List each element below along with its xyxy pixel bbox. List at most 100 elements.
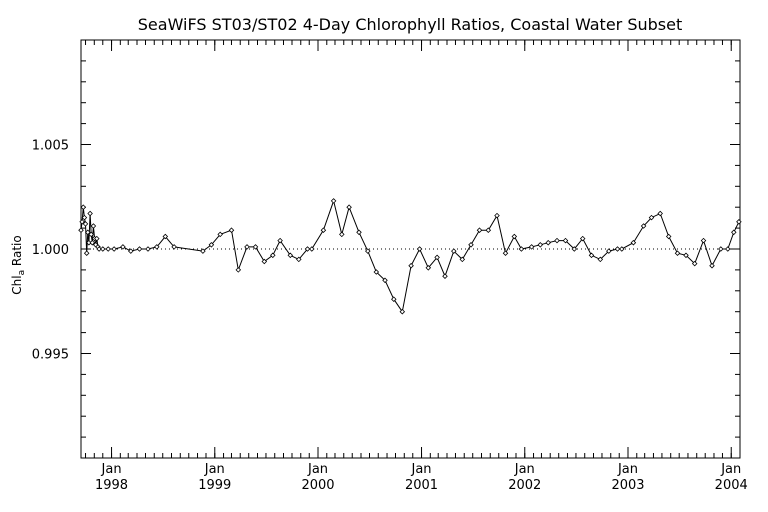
y-tick-label: 1.000 <box>32 243 69 258</box>
x-tick-label-year: 2000 <box>301 478 334 493</box>
data-point <box>408 262 414 269</box>
data-point <box>81 214 88 221</box>
data-point <box>691 260 698 267</box>
x-tick-label-year: 1998 <box>95 478 128 493</box>
data-point <box>80 204 87 210</box>
x-tick-label-month: Jan <box>101 462 122 477</box>
data-point <box>162 233 169 240</box>
data-point <box>683 252 689 259</box>
data-point <box>718 246 724 252</box>
data-point <box>502 250 509 256</box>
y-tick-label: 0.995 <box>32 348 69 363</box>
data-point <box>606 248 612 254</box>
data-point <box>731 229 737 236</box>
data-point <box>277 237 283 244</box>
y-axis-label-subscript: a <box>17 270 27 276</box>
y-axis-label: Chla Ratio <box>10 235 27 294</box>
data-point <box>105 246 111 252</box>
data-point <box>94 235 100 242</box>
data-point <box>217 231 223 238</box>
data-point <box>537 242 544 248</box>
data-point <box>571 246 578 252</box>
x-tick-label-month: Jan <box>411 462 432 477</box>
data-point <box>78 227 84 233</box>
data-point <box>485 227 492 233</box>
data-point <box>459 256 466 263</box>
data-point <box>252 244 259 250</box>
data-point <box>304 246 311 252</box>
x-tick-label-month: Jan <box>617 462 638 477</box>
data-point <box>648 214 655 221</box>
data-point <box>309 246 315 252</box>
data-point <box>640 223 647 229</box>
series-layer <box>78 198 742 315</box>
data-point <box>725 246 731 252</box>
data-point <box>270 252 276 259</box>
data-point <box>200 248 206 254</box>
data-point <box>554 237 560 244</box>
x-tick-label-year: 2003 <box>611 478 644 493</box>
data-point <box>373 269 380 275</box>
data-point <box>597 256 604 263</box>
x-tick-label-year: 2002 <box>508 478 541 493</box>
x-tick-label-month: Jan <box>307 462 328 477</box>
y-axis-label-main: Chl <box>10 275 24 294</box>
data-point <box>82 221 89 227</box>
data-point <box>235 267 242 273</box>
data-point <box>171 244 177 250</box>
data-point <box>665 233 672 240</box>
x-tick-label-month: Jan <box>204 462 225 477</box>
data-point <box>136 246 143 252</box>
data-point <box>709 262 715 269</box>
data-point <box>87 210 93 217</box>
data-point <box>346 204 352 210</box>
x-tick-label-year: 1999 <box>198 478 231 493</box>
data-point <box>588 252 595 259</box>
data-point <box>85 229 91 236</box>
data-point <box>700 237 707 244</box>
data-point <box>128 248 134 254</box>
data-point <box>657 210 663 217</box>
data-point <box>451 248 457 254</box>
data-point <box>562 237 569 244</box>
data-point <box>511 233 518 240</box>
data-point <box>88 231 94 238</box>
data-point <box>425 265 432 271</box>
data-point <box>296 256 302 263</box>
data-point <box>391 296 397 302</box>
chart-title: SeaWiFS ST03/ST02 4-Day Chlorophyll Rati… <box>138 15 682 34</box>
y-axis-label-rest: Ratio <box>10 235 24 270</box>
data-point <box>736 219 742 225</box>
data-point <box>619 246 625 252</box>
data-point <box>208 242 215 248</box>
data-point <box>545 239 551 246</box>
x-tick-label-year: 2004 <box>715 478 748 493</box>
data-point <box>90 223 97 229</box>
data-point <box>382 277 388 284</box>
data-point <box>339 231 345 238</box>
data-point <box>330 198 337 204</box>
x-tick-label-month: Jan <box>514 462 535 477</box>
data-point <box>476 227 483 233</box>
data-point <box>434 254 440 261</box>
data-point <box>518 246 525 252</box>
data-point <box>442 273 448 279</box>
data-point <box>120 244 126 250</box>
data-point <box>100 246 106 252</box>
y-tick-label: 1.005 <box>32 139 69 154</box>
data-point <box>154 244 160 250</box>
data-point <box>79 219 85 225</box>
data-point <box>320 227 327 233</box>
data-point <box>96 246 102 252</box>
data-point <box>365 248 371 254</box>
axes-layer: 0.9951.0001.005Jan1998Jan1999Jan2000Jan2… <box>32 39 748 493</box>
data-point <box>83 250 90 256</box>
data-point <box>228 227 235 233</box>
data-point <box>630 239 637 246</box>
data-point <box>579 235 586 242</box>
data-point <box>145 246 151 252</box>
data-point <box>528 244 535 250</box>
